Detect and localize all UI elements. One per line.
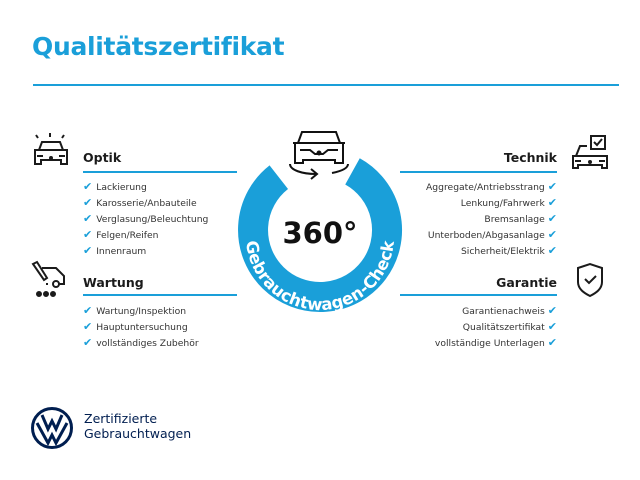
check-icon: ✔ [83, 304, 93, 317]
list-item: Lenkung/Fahrwerk ✔ [460, 196, 557, 209]
badge-ring [238, 158, 402, 312]
list-item: ✔ Felgen/Reifen [83, 228, 159, 241]
check-icon: ✔ [83, 336, 93, 349]
list-item: ✔ Hauptuntersuchung [83, 320, 188, 333]
check-icon: ✔ [547, 244, 557, 257]
check-icon: ✔ [83, 180, 93, 193]
technik-list: Aggregate/Antriebsstrang ✔ Lenkung/Fahrwe… [426, 179, 557, 259]
360-check-badge: Gebrauchtwagen-Check 360° [238, 131, 402, 314]
optik-list: ✔ Lackierung ✔ Karosserie/Anbauteile ✔ Verg… [83, 179, 208, 259]
list-item: ✔ Lackierung [83, 180, 147, 193]
shield-check-icon [577, 262, 603, 298]
list-item: Aggregate/Antriebsstrang ✔ [426, 180, 557, 193]
check-icon: ✔ [547, 304, 557, 317]
check-icon: ✔ [83, 320, 93, 333]
list-item: ✔ vollständiges Zubehör [83, 336, 199, 349]
list-item: Unterboden/Abgasanlage ✔ [427, 228, 557, 241]
list-item: ✔ Innenraum [83, 244, 147, 257]
check-icon: ✔ [547, 336, 557, 349]
section-title-garantie: Garantie [496, 275, 557, 290]
list-item: vollständige Unterlagen ✔ [434, 336, 557, 349]
section-divider [83, 171, 237, 173]
list-item: ✔ Verglasung/Beleuchtung [83, 212, 209, 225]
section-title-wartung: Wartung [83, 275, 144, 290]
check-icon: ✔ [547, 228, 557, 241]
section-divider [400, 171, 557, 173]
check-icon: ✔ [547, 320, 557, 333]
car-checkbox-icon [572, 135, 608, 169]
list-item: Bremsanlage ✔ [484, 212, 557, 225]
list-item: ✔ Wartung/Inspektion [83, 304, 187, 317]
vw-logo [31, 407, 73, 449]
service-tools-icon [31, 260, 65, 297]
check-icon: ✔ [83, 244, 93, 257]
check-icon: ✔ [83, 228, 93, 241]
list-item: ✔ Karosserie/Anbauteile [83, 196, 197, 209]
list-item: Sicherheit/Elektrik ✔ [460, 244, 557, 257]
check-icon: ✔ [547, 212, 557, 225]
logo-text: Zertifizierte Gebrauchtwagen [84, 411, 192, 441]
check-icon: ✔ [547, 196, 557, 209]
car-rotate-icon [289, 131, 349, 180]
check-icon: ✔ [547, 180, 557, 193]
section-divider [83, 294, 237, 296]
page-title: Qualitätszertifikat [32, 32, 285, 61]
badge-value: 360° [282, 216, 357, 250]
list-item: Qualitätszertifikat ✔ [462, 320, 557, 333]
title-divider [33, 84, 619, 86]
check-icon: ✔ [83, 212, 93, 225]
section-title-optik: Optik [83, 150, 122, 165]
section-divider [400, 294, 557, 296]
car-lights-icon [34, 133, 68, 165]
wartung-list: ✔ Wartung/Inspektion ✔ Hauptuntersuchung ✔… [83, 303, 199, 351]
list-item: Garantienachweis ✔ [462, 304, 557, 317]
garantie-list: Garantienachweis ✔ Qualitätszertifikat ✔ v… [435, 303, 557, 351]
section-title-technik: Technik [503, 150, 557, 165]
check-icon: ✔ [83, 196, 93, 209]
